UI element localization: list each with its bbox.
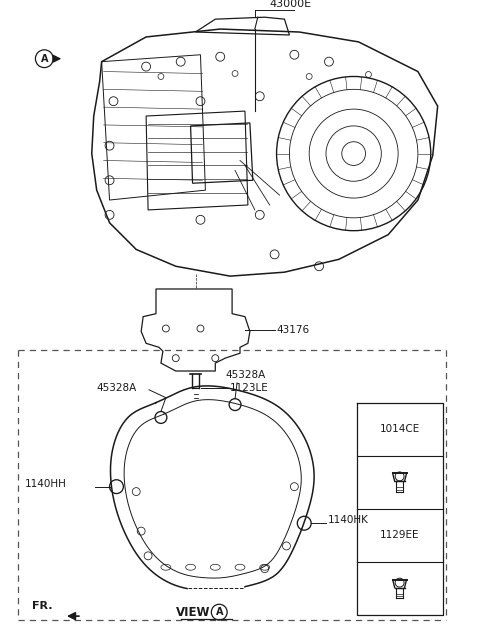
Text: A: A (216, 607, 223, 617)
Text: 43176: 43176 (276, 326, 310, 336)
Text: 45328A: 45328A (96, 383, 137, 393)
Text: 45328A: 45328A (225, 370, 265, 380)
Text: FR.: FR. (33, 601, 53, 611)
Text: 1129EE: 1129EE (380, 530, 420, 540)
Text: A: A (41, 54, 48, 64)
Text: 1014CE: 1014CE (380, 424, 420, 434)
Text: 43000E: 43000E (270, 0, 312, 9)
Text: 1140HH: 1140HH (24, 479, 66, 489)
Text: 1140HK: 1140HK (328, 515, 369, 525)
Text: VIEW: VIEW (176, 606, 210, 618)
Text: 1123LE: 1123LE (230, 383, 269, 393)
